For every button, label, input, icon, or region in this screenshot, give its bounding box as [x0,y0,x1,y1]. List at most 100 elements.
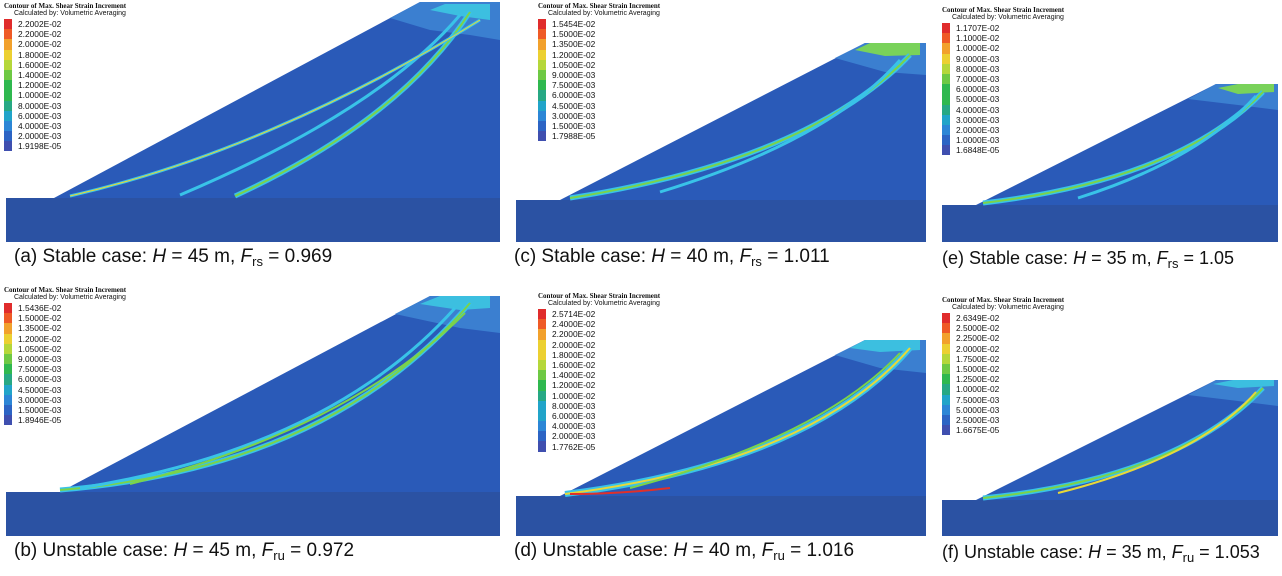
legend-swatch [4,49,12,60]
legend-swatch [538,80,546,91]
crest-highlight [850,340,920,352]
legend-rows: 1.5454E-02 1.5000E-02 1.3500E-02 1.2000E-02… [538,19,660,142]
legend-label: 2.0000E-02 [18,39,62,50]
legend-subtitle: Calculated by: Volumetric Averaging [14,10,126,17]
legend-label: 1.5000E-03 [18,404,62,415]
legend-entry: 1.6000E-02 [538,359,660,371]
legend-entry: 1.0000E-02 [538,390,660,401]
legend-swatch [942,114,950,125]
panel-e: Contour of Max. Shear Strain Increment C… [938,0,1282,285]
legend-entry: 8.0000E-03 [538,400,660,411]
legend-entry: 2.5000E-03 [942,414,1064,426]
caption-f-value: = 0.969 [262,246,333,267]
legend-swatch [942,84,950,95]
legend-swatch [538,370,546,381]
legend-label: 1.0000E-03 [956,135,1000,146]
legend-label: 4.0000E-03 [552,421,596,432]
slope-body [976,84,1278,205]
caption-prefix: (f) Unstable case: [942,542,1089,562]
legend-entry: 1.2000E-02 [4,333,126,344]
legend-label: 1.7500E-02 [956,353,1000,364]
legend-swatch [942,145,950,156]
caption-prefix: (d) Unstable case: [514,540,674,561]
legend-label: 2.2000E-02 [18,29,62,40]
legend-entry: 1.5000E-02 [538,29,660,40]
legend-swatch [4,39,12,50]
legend-label: 5.0000E-03 [956,404,1000,415]
caption-f-value: = 1.053 [1194,542,1260,562]
legend-label: 1.6000E-02 [552,360,596,371]
legend-label: 3.0000E-03 [956,114,1000,125]
legend-entry: 1.0000E-03 [942,135,1064,146]
caption-f-symbol: F [761,540,774,561]
legend-entry: 1.5436E-02 [4,303,126,314]
crest-highlight [420,296,490,310]
legend-label: 1.1707E-02 [956,23,1000,34]
legend-swatch [942,23,950,34]
legend-swatch [942,343,950,354]
legend-swatch [942,43,950,54]
slope-body [976,380,1278,500]
legend-label: 2.5714E-02 [552,309,596,320]
legend-swatch [538,19,546,30]
legend-swatch [4,69,12,81]
legend-swatch [942,323,950,334]
legend-entry: 2.0000E-03 [942,124,1064,136]
legend-swatch [538,309,546,320]
legend-label: 8.0000E-03 [18,100,62,111]
legend-swatch [942,404,950,415]
legend-entry: 2.0000E-03 [4,131,126,142]
legend-swatch [538,380,546,391]
legend-swatch [538,69,546,81]
legend-entry: 5.0000E-03 [942,404,1064,415]
legend-label: 1.0000E-02 [956,43,1000,54]
legend-entry: 2.0000E-02 [942,343,1064,354]
legend-label: 6.0000E-03 [956,84,1000,95]
legend-swatch [538,90,546,101]
legend-entry: 7.5000E-03 [942,394,1064,405]
legend-swatch [4,313,12,324]
legend-label: 1.2000E-02 [18,333,62,344]
legend-label: 1.4000E-02 [18,70,62,81]
legend-entry: 1.2000E-02 [4,80,126,91]
legend-swatch [538,421,546,432]
foundation-layer [942,500,1278,536]
legend-entry: 1.5000E-03 [538,120,660,132]
legend-label: 1.7762E-05 [552,441,596,452]
legend-swatch [942,94,950,105]
legend-label: 7.0000E-03 [956,74,1000,85]
legend-swatch [4,19,12,30]
legend-entry: 3.0000E-03 [538,110,660,121]
legend-title: Contour of Max. Shear Strain Increment [4,2,127,10]
shear-band [179,14,462,197]
foundation-layer [942,205,1278,242]
legend-subtitle: Calculated by: Volumetric Averaging [952,304,1064,311]
caption-h-symbol: H [1073,248,1087,268]
legend-entry: 2.2002E-02 [4,19,126,30]
legend-label: 2.2500E-02 [956,333,1000,344]
legend-swatch [942,394,950,405]
legend-swatch [538,390,546,401]
legend-rows: 2.2002E-02 2.2000E-02 2.0000E-02 1.8000E-02… [4,19,126,152]
legend-label: 1.6000E-02 [18,59,62,70]
legend-label: 1.5000E-02 [552,29,596,40]
legend-entry: 3.0000E-03 [942,114,1064,125]
legend-entry: 2.4000E-02 [538,319,660,330]
caption-c: (c) Stable case: H = 40 m, Frs = 1.011 [514,246,830,269]
legend-entry: 1.8000E-02 [538,349,660,360]
legend-entry: 1.1000E-02 [942,33,1064,44]
foundation-layer [6,198,500,242]
legend-label: 2.0000E-02 [552,339,596,350]
legend-swatch [4,374,12,385]
legend-label: 2.4000E-02 [552,319,596,330]
legend-entry: 3.0000E-03 [4,394,126,405]
legend-label: 3.0000E-03 [18,394,62,405]
legend-swatch [538,441,546,452]
legend-label: 2.5000E-02 [956,323,1000,334]
legend-entry: 7.0000E-03 [942,73,1064,85]
contour-plot-d [516,340,926,536]
legend-entry: 1.5000E-02 [942,363,1064,375]
legend-label: 1.5454E-02 [552,19,596,30]
shear-band [79,307,457,490]
legend-entry: 7.5000E-03 [4,364,126,375]
